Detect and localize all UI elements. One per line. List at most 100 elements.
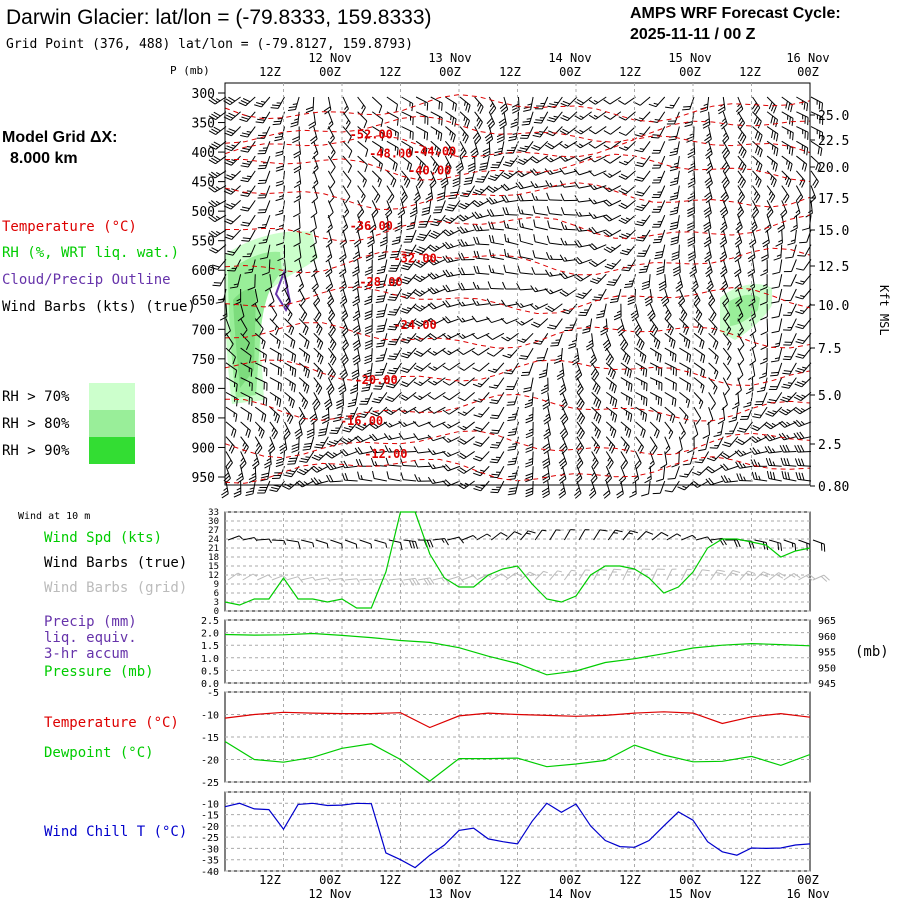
bottom-hour-tick: 00Z — [439, 873, 461, 887]
wind-barb — [652, 170, 666, 184]
wind-barb — [293, 200, 301, 218]
wind-barb — [293, 185, 301, 203]
wind-barb — [507, 421, 519, 437]
wind-barb — [690, 480, 709, 488]
wind-barb — [558, 451, 568, 470]
grid-wind-barb — [739, 570, 756, 581]
wind-barb — [327, 141, 336, 159]
wind-barb — [724, 421, 739, 435]
wind-barb — [427, 406, 446, 414]
wind-barb — [578, 303, 593, 316]
wind-barb — [472, 281, 490, 290]
wind-barb — [752, 200, 760, 219]
grid-wind-barb — [754, 571, 771, 581]
wind-barb — [371, 155, 383, 172]
wind-barb — [636, 244, 651, 257]
top-date-tick: 15 Nov — [668, 51, 711, 65]
wind-barb — [722, 288, 730, 307]
wind-barb — [720, 215, 728, 233]
wind-barb — [606, 273, 622, 286]
wind-barb — [618, 185, 636, 195]
wind-tick-label: 30 — [208, 517, 219, 527]
wind-barb — [284, 406, 294, 425]
wind-barb — [605, 362, 616, 380]
wind-barb — [588, 170, 607, 177]
pressure-tick-label: 960 — [818, 632, 836, 643]
temperature-tick-label: -10 — [201, 711, 219, 722]
wind-barb — [357, 200, 365, 219]
wind-barb — [553, 348, 563, 364]
true-wind-barb — [432, 538, 449, 546]
wind-chill-series — [224, 802, 811, 869]
true-wind-barb — [301, 539, 315, 548]
wind-barb — [323, 96, 332, 115]
wind-barb — [634, 185, 651, 197]
wind-barbs-grid-label: Wind Barbs (grid) — [44, 580, 187, 596]
wind-barb — [708, 303, 717, 322]
true-wind-barb — [768, 539, 783, 551]
pressure-tick-label: 650 — [192, 294, 215, 309]
wind-barb — [413, 362, 432, 372]
wind-barb — [442, 436, 461, 443]
wind-barb — [797, 244, 812, 257]
precip-tick-label: 1.0 — [201, 654, 219, 665]
wind-barb — [620, 347, 631, 365]
wind-barb — [415, 111, 429, 125]
wind-barb — [635, 421, 646, 438]
bottom-hour-tick: 00Z — [319, 873, 341, 887]
wind-barb — [780, 457, 797, 467]
wind-barb — [223, 214, 241, 225]
wind-barb — [350, 377, 359, 394]
wind-barb — [778, 432, 797, 441]
wind-barb — [543, 407, 551, 425]
wind-barb — [693, 377, 705, 394]
wind-barb — [658, 274, 667, 292]
wind-barb — [664, 406, 676, 423]
wind-barb — [364, 348, 373, 365]
wind-barb — [233, 480, 242, 498]
dewpoint-line — [224, 740, 811, 782]
bottom-hour-tick: 00Z — [679, 873, 701, 887]
wind-barb — [703, 215, 712, 233]
wind-barb — [269, 303, 278, 322]
wind-barb — [748, 362, 756, 381]
bottom-date-tick: 12 Nov — [308, 887, 351, 900]
wind-barb — [634, 155, 651, 168]
wind-barb — [457, 299, 475, 307]
wind-barb — [761, 244, 769, 262]
wind-barb — [693, 347, 706, 364]
wind-barb — [442, 391, 461, 401]
grid-wind-barbs — [227, 568, 830, 586]
wind-barb — [341, 318, 349, 337]
wind-barb — [560, 193, 578, 202]
wind-barb — [618, 199, 636, 210]
wind-barb — [752, 185, 761, 204]
wind-barb — [472, 298, 490, 306]
wind-barb — [459, 126, 469, 144]
wind-barb — [471, 315, 490, 323]
true-wind-barb — [490, 532, 508, 541]
wind-barb — [238, 96, 256, 107]
wind-barb — [796, 140, 809, 156]
wind-barb — [240, 362, 253, 377]
wind-barb — [793, 200, 801, 219]
wind-barb — [472, 185, 490, 196]
wind-barb — [689, 259, 697, 277]
wind-barb — [501, 195, 519, 203]
wind-barb — [459, 96, 471, 113]
wind-barb — [224, 140, 241, 152]
wind-barb — [649, 318, 659, 336]
wind-barb — [507, 451, 519, 466]
wind-barb — [415, 96, 429, 111]
wind-barb — [306, 421, 315, 439]
wind-tick-label: 18 — [208, 553, 219, 563]
wind-barb — [474, 111, 483, 130]
wind-barb — [736, 200, 745, 219]
wind-barb — [560, 111, 578, 122]
wind-barb — [472, 362, 490, 372]
wind-barb — [487, 281, 504, 290]
wind-barb — [327, 347, 337, 366]
wind-barb — [340, 347, 349, 366]
bottom-hour-tick: 12Z — [739, 873, 761, 887]
wind-barb — [652, 229, 666, 244]
